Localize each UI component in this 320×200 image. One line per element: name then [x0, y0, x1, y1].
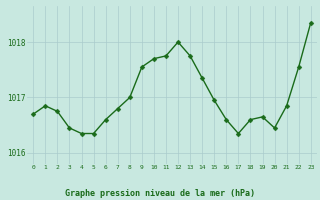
Text: Graphe pression niveau de la mer (hPa): Graphe pression niveau de la mer (hPa) — [65, 189, 255, 198]
